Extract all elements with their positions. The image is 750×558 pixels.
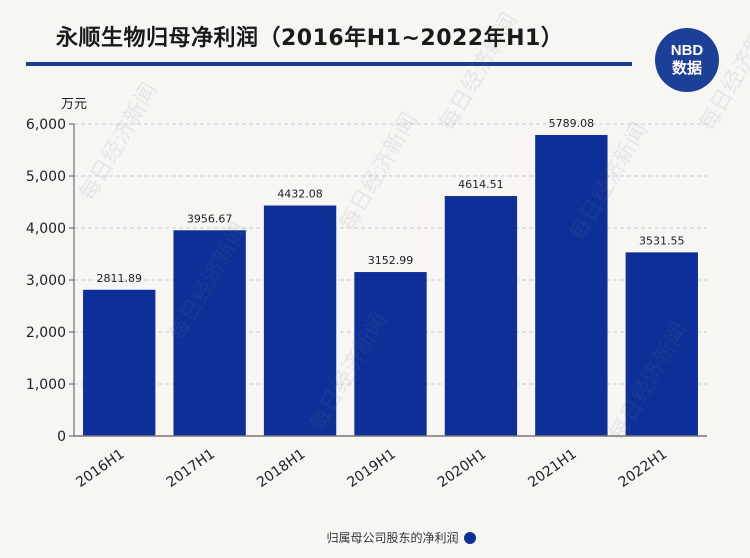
legend-label: 归属母公司股东的净利润 (326, 531, 459, 545)
bar-2016H1 (83, 289, 156, 436)
y-tick-label: 1,000 (26, 377, 66, 393)
bar-2019H1 (354, 272, 427, 436)
nbd-logo: NBD 数据 (655, 28, 719, 92)
data-label: 4432.08 (277, 188, 323, 201)
x-tick-label: 2017H1 (164, 446, 218, 491)
bar-2021H1 (535, 134, 608, 436)
bar-2020H1 (444, 196, 518, 436)
data-label: 3531.55 (639, 234, 685, 247)
y-axis-unit-label: 万元 (61, 97, 88, 112)
bar-2017H1 (173, 230, 246, 436)
x-tick-label: 2016H1 (73, 446, 127, 491)
data-label: 4614.51 (458, 178, 504, 191)
data-label: 5789.08 (549, 117, 595, 130)
data-label: 3956.67 (187, 212, 233, 225)
logo-text-data: 数据 (671, 59, 702, 77)
y-tick-label: 6,000 (26, 117, 66, 133)
bar-2018H1 (263, 205, 337, 436)
y-tick-label: 4,000 (26, 221, 66, 237)
y-tick-label: 0 (57, 429, 66, 445)
legend: 归属母公司股东的净利润 (0, 529, 750, 546)
x-tick-label: 2018H1 (254, 446, 308, 491)
data-label: 2811.89 (96, 272, 142, 285)
data-label: 3152.99 (368, 254, 414, 267)
x-tick-label: 2022H1 (616, 446, 670, 491)
x-tick-label: 2021H1 (525, 446, 579, 491)
x-tick-label: 2019H1 (344, 446, 398, 491)
y-tick-label: 3,000 (26, 273, 66, 289)
chart-title: 永顺生物归母净利润（2016年H1~2022年H1） (56, 26, 564, 51)
logo-text-nbd: NBD (670, 42, 704, 59)
title-underline (26, 62, 632, 66)
bar-2022H1 (625, 252, 698, 436)
legend-marker (463, 531, 476, 544)
y-tick-label: 5,000 (26, 169, 66, 185)
x-tick-label: 2020H1 (435, 446, 489, 491)
y-tick-label: 2,000 (26, 325, 66, 341)
